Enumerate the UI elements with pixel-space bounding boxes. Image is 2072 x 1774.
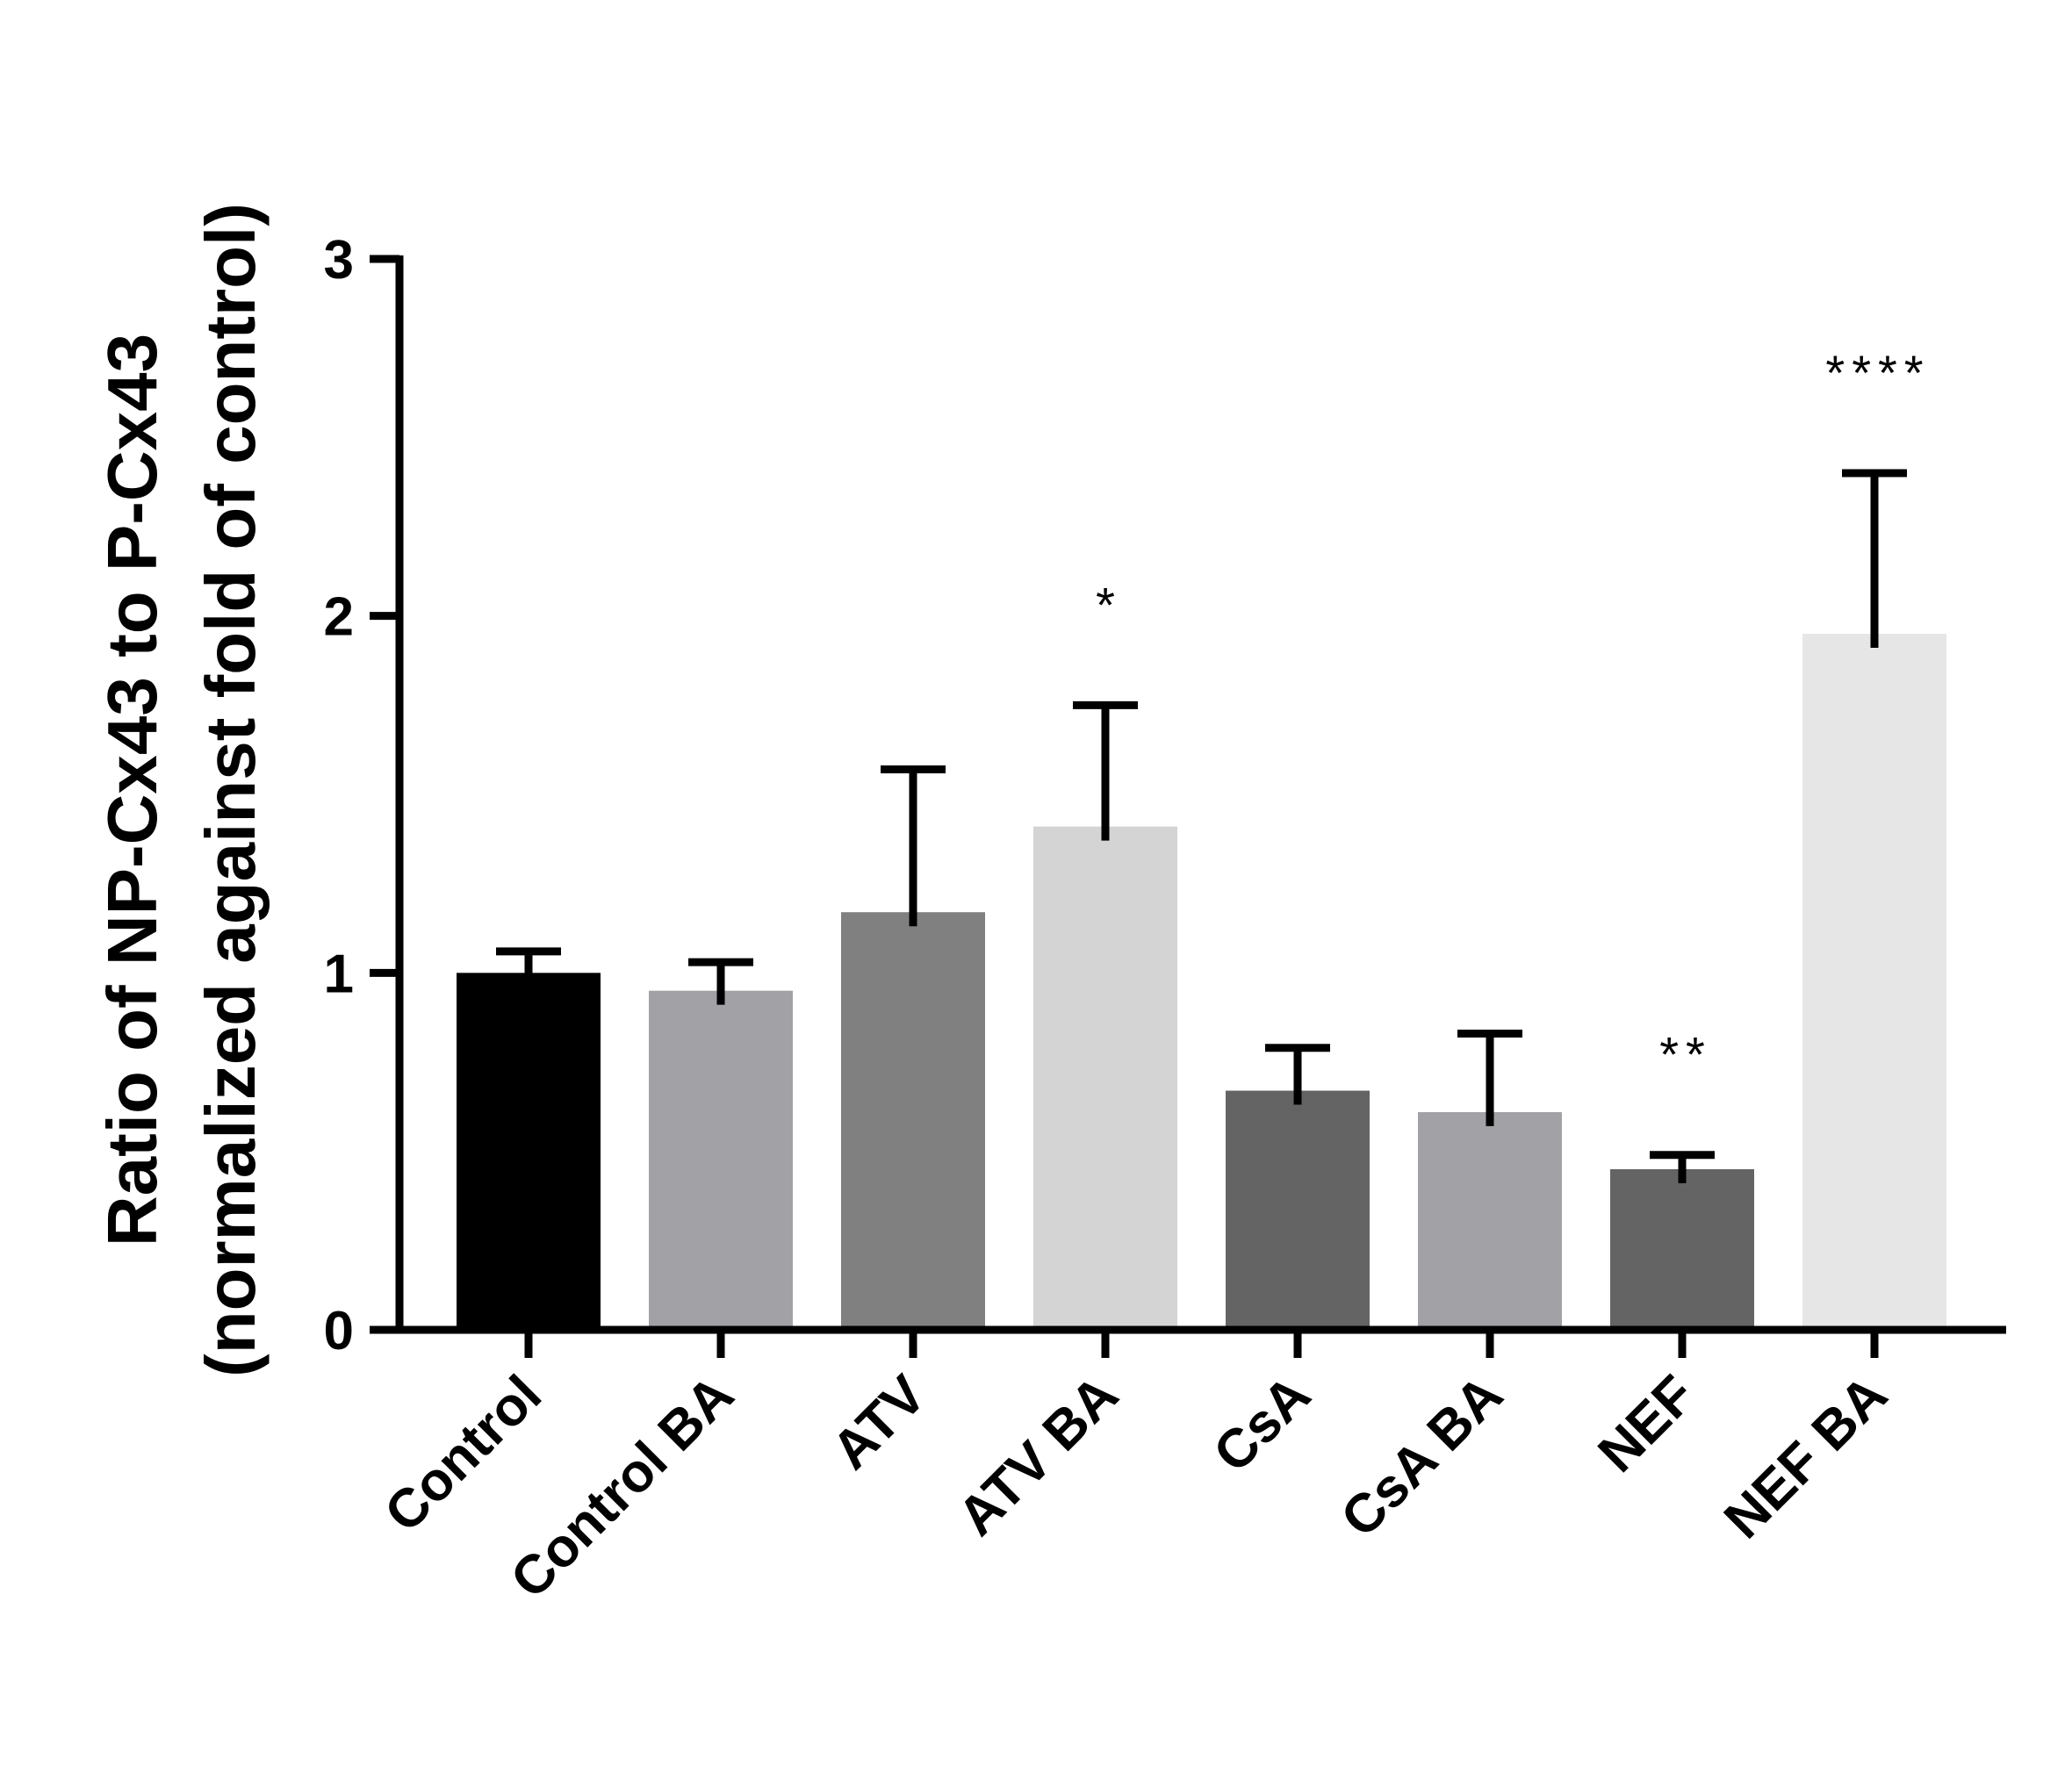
x-tick-label-2: ATV	[821, 1364, 938, 1481]
significance-label-6: **	[1659, 1027, 1712, 1082]
bar-0	[457, 973, 601, 1330]
y-axis-title-main: Ratio of NP-Cx43 to P-Cx43	[93, 334, 171, 1246]
bar-1	[649, 990, 793, 1330]
y-axis-title: Ratio of NP-Cx43 to P-Cx43 (normalized a…	[93, 203, 270, 1377]
bar-3	[1033, 826, 1177, 1330]
significance-markers: *******	[1096, 345, 1930, 1082]
y-tick-label-2: 2	[324, 587, 354, 648]
significance-label-3: *	[1096, 577, 1122, 632]
error-bars	[496, 469, 1907, 1183]
x-tick-label-7: NEF BA	[1713, 1364, 1899, 1550]
bar-6	[1610, 1169, 1754, 1330]
x-tick-label-0: Control	[373, 1364, 553, 1544]
x-tick-label-3: ATV BA	[946, 1364, 1130, 1548]
significance-label-7: ****	[1825, 345, 1930, 400]
axes	[395, 255, 2006, 1334]
bars	[457, 634, 1946, 1330]
bar-2	[841, 912, 985, 1330]
x-tick-label-6: NEF	[1586, 1364, 1706, 1483]
bar-7	[1802, 634, 1946, 1330]
y-tick-label-0: 0	[324, 1301, 354, 1361]
y-tick-label-3: 3	[324, 230, 354, 291]
y-tick-label-1: 1	[324, 944, 354, 1004]
y-axis-ticks: 0 1 2 3	[324, 230, 399, 1361]
bar-4	[1226, 1090, 1370, 1330]
bar-5	[1418, 1111, 1562, 1330]
x-tick-label-5: CsA BA	[1330, 1364, 1514, 1548]
y-axis-title-sub: (normalized against fold of control)	[191, 203, 270, 1377]
x-tick-label-4: CsA	[1202, 1364, 1321, 1483]
